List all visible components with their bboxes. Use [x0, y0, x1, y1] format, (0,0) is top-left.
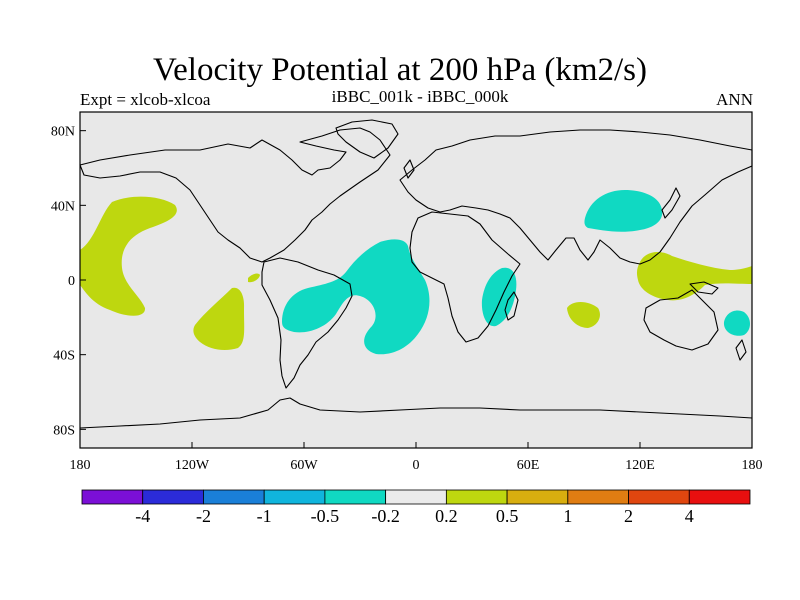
axis-ticks: 80N 40N 0 40S 80S 180 120W 60W 0 60E 120E 180: [51, 125, 763, 473]
colorbar-label: -2: [196, 506, 211, 526]
colorbar-label: -0.2: [371, 506, 400, 526]
positive-region-equatorial-pacific-small: [248, 273, 260, 283]
negative-region-east-asia: [584, 190, 663, 232]
positive-region-maritime-continent: [636, 252, 752, 301]
colorbar-label: 0.2: [435, 506, 458, 526]
map-panel: 80N 40N 0 40S 80S 180 120W 60W 0 60E 120E 180: [51, 111, 763, 473]
colorbar-label: 0.5: [496, 506, 519, 526]
lon-tick-label: 60W: [290, 458, 318, 473]
colorbar-box: [445, 489, 508, 505]
colorbar-box: [142, 489, 204, 505]
lat-tick-label: 80S: [53, 423, 75, 438]
positive-anomaly-regions: [80, 196, 752, 350]
lat-tick-label: 40N: [51, 199, 75, 214]
experiment-label: Expt = xlcob-xlcoa: [80, 90, 211, 109]
colorbar-label: 1: [563, 506, 572, 526]
coastline-antarctica: [79, 397, 753, 429]
colorbar-label: -4: [135, 506, 150, 526]
season-label: ANN: [716, 90, 753, 109]
coastline-south-america: [261, 257, 353, 389]
lon-tick-label: 120E: [625, 458, 655, 473]
center-subtitle: iBBC_001k - iBBC_000k: [331, 87, 509, 106]
coastline-greenland: [335, 119, 399, 159]
colorbar: -4 -2 -1 -0.5 -0.2 0.2 0.5 1 2 4: [81, 489, 751, 526]
coastline-eurasia: [399, 129, 753, 265]
colorbar-box: [324, 489, 387, 505]
positive-region-southeast-pacific: [193, 287, 245, 350]
plot-title: Velocity Potential at 200 hPa (km2/s): [152, 52, 648, 88]
positive-region-east-pacific-north: [80, 196, 177, 316]
coastline-north-america: [79, 127, 391, 263]
negative-region-east-africa: [481, 267, 517, 327]
lat-tick-label: 40S: [53, 349, 75, 364]
colorbar-label: 2: [624, 506, 633, 526]
lon-tick-label: 180: [70, 458, 91, 473]
lon-tick-label: 180: [742, 458, 763, 473]
coastline-africa: [409, 211, 521, 343]
coastline-madagascar: [504, 291, 519, 321]
coastline-japan: [661, 187, 681, 219]
lon-tick-label: 0: [413, 458, 420, 473]
coastline-australia: [643, 289, 719, 351]
positive-region-south-indian: [567, 302, 600, 328]
negative-anomaly-regions: [282, 190, 750, 355]
coastline-british-isles: [403, 159, 415, 179]
colorbar-box: [688, 489, 751, 505]
colorbar-box: [203, 489, 265, 505]
lat-tick-label: 0: [68, 274, 75, 289]
colorbar-box: [263, 489, 326, 505]
colorbar-box: [567, 489, 629, 505]
lon-tick-label: 120W: [175, 458, 210, 473]
colorbar-box: [385, 489, 447, 505]
coastlines: [79, 119, 753, 429]
lat-tick-label: 80N: [51, 125, 75, 140]
colorbar-box: [628, 489, 690, 505]
colorbar-box: [81, 489, 144, 505]
colorbar-label: 4: [685, 506, 694, 526]
colorbar-label: -1: [257, 506, 272, 526]
lon-tick-label: 60E: [517, 458, 540, 473]
negative-region-atlantic-south-america: [282, 239, 430, 355]
colorbar-label: -0.5: [311, 506, 340, 526]
coastline-new-zealand: [735, 339, 747, 361]
coastline-new-guinea: [689, 281, 719, 295]
colorbar-box: [506, 489, 569, 505]
negative-region-southwest-pacific: [723, 310, 750, 336]
